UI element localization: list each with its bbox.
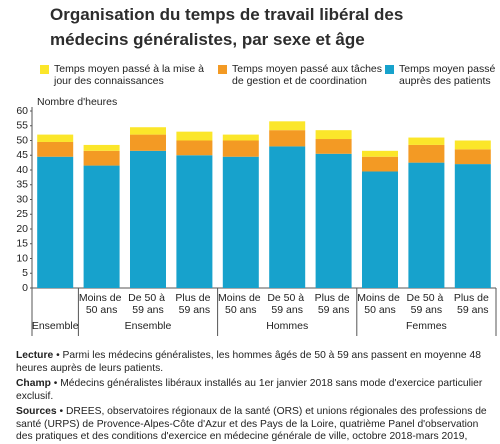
x-tick-line: De 50 à — [128, 292, 168, 304]
bar-segment — [176, 155, 213, 288]
bar-segment — [315, 130, 352, 140]
y-tick-label: 45 — [16, 149, 28, 161]
y-tick-label: 60 — [16, 105, 28, 117]
bar-segment — [454, 164, 491, 288]
bar-segment — [176, 140, 213, 156]
x-tick-label: De 50 à 59 ans — [267, 292, 307, 316]
x-tick-line: 59 ans — [271, 304, 303, 316]
x-tick-line: 50 ans — [86, 304, 118, 316]
legend-swatch — [218, 65, 227, 74]
x-tick-line: De 50 à — [267, 292, 307, 304]
legend-swatch — [40, 65, 49, 74]
bar-segment — [362, 150, 398, 157]
bar-segment — [315, 153, 352, 288]
bar-segment — [454, 149, 491, 165]
group-label: Ensemble — [125, 320, 172, 332]
x-tick-label: Moins de 50 ans — [357, 292, 403, 316]
bar-segment — [37, 156, 74, 288]
bar-segment — [408, 137, 445, 145]
x-tick-line: Plus de — [454, 292, 492, 304]
bar-segment — [37, 134, 74, 142]
x-tick-label: De 50 à 59 ans — [128, 292, 168, 316]
y-tick-label: 5 — [22, 267, 28, 279]
bar-segment — [176, 131, 213, 141]
x-tick-label: Moins de 50 ans — [79, 292, 125, 316]
bar-segment — [269, 130, 306, 147]
legend-swatch — [385, 65, 394, 74]
x-tick-line: Moins de — [79, 292, 125, 304]
y-tick-label: 40 — [16, 164, 28, 176]
bar-segment — [37, 141, 74, 157]
title-line: Organisation du temps de travail libéral… — [50, 5, 408, 24]
bar-segment — [269, 146, 306, 288]
x-tick-line: Moins de — [357, 292, 403, 304]
y-tick-label: 55 — [16, 120, 28, 132]
bar-segment — [362, 156, 398, 172]
note-label: Champ — [16, 378, 51, 389]
x-tick-label: Plus de 59 ans — [454, 292, 492, 316]
legend-label: Temps moyen passé auprès des patients — [399, 63, 496, 87]
x-tick-line: 59 ans — [411, 304, 443, 316]
y-axis-label: Nombre d'heures — [37, 96, 117, 108]
legend-label: Temps moyen passé à la mise à jour des c… — [54, 63, 204, 87]
x-tick-label: Plus de 59 ans — [175, 292, 213, 316]
bar-segment — [83, 165, 120, 288]
title-line: médecins généralistes, par sexe et âge — [50, 30, 365, 49]
group-label: Hommes — [266, 320, 308, 332]
x-tick-label: Moins de 50 ans — [218, 292, 264, 316]
bar-segment — [130, 150, 166, 288]
bar-segment — [408, 162, 445, 288]
bar-segment — [269, 121, 306, 131]
bar-segment — [130, 134, 166, 151]
x-tick-line: De 50 à — [407, 292, 447, 304]
note-label: Lecture — [16, 350, 54, 361]
bar-segment — [83, 150, 120, 166]
bar-segment — [222, 156, 259, 288]
y-tick-label: 50 — [16, 134, 28, 146]
bar-segment — [222, 140, 259, 157]
bar-segment — [408, 144, 445, 163]
x-tick-line: Plus de — [315, 292, 353, 304]
x-tick-line: Moins de — [218, 292, 264, 304]
x-tick-line: 59 ans — [179, 304, 211, 316]
group-label: Femmes — [406, 320, 447, 332]
note-text: • Médecins généralistes libéraux install… — [16, 378, 483, 402]
bar-segment — [222, 134, 259, 141]
bar-segment — [315, 139, 352, 154]
x-tick-line: 59 ans — [318, 304, 350, 316]
legend-label: Temps moyen passé aux tâches de gestion … — [232, 63, 382, 87]
bar-segment — [454, 140, 491, 150]
y-tick-label: 30 — [16, 193, 28, 205]
y-tick-label: 10 — [16, 252, 28, 264]
y-tick-label: 25 — [16, 208, 28, 220]
bar-segment — [83, 144, 120, 151]
note: Champ • Médecins généralistes libéraux i… — [16, 378, 490, 403]
x-tick-line: 50 ans — [364, 304, 396, 316]
chart-title: Organisation du temps de travail libéral… — [50, 5, 408, 49]
bar-segment — [362, 171, 398, 288]
y-tick-label: 35 — [16, 179, 28, 191]
note-label: Sources — [16, 406, 57, 417]
x-tick-line: 59 ans — [132, 304, 164, 316]
bar-segment — [130, 127, 166, 135]
group-label: Ensemble — [32, 320, 79, 332]
note: Sources • DREES, observatoires régionaux… — [16, 406, 490, 444]
note-text: • DREES, observatoires régionaux de la s… — [16, 406, 487, 444]
y-tick-label: 20 — [16, 223, 28, 235]
x-tick-line: 59 ans — [457, 304, 489, 316]
x-tick-label: Plus de 59 ans — [315, 292, 353, 316]
note-text: • Parmi les médecins généralistes, les h… — [16, 350, 481, 374]
x-tick-line: 50 ans — [225, 304, 257, 316]
x-tick-line: Plus de — [175, 292, 213, 304]
chart: Organisation du temps de travail libéral… — [16, 5, 497, 336]
y-tick-label: 15 — [16, 238, 28, 250]
notes: Lecture • Parmi les médecins généraliste… — [16, 350, 490, 444]
y-tick-label: 0 — [22, 282, 28, 294]
x-tick-label: De 50 à 59 ans — [407, 292, 447, 316]
note: Lecture • Parmi les médecins généraliste… — [16, 350, 490, 375]
